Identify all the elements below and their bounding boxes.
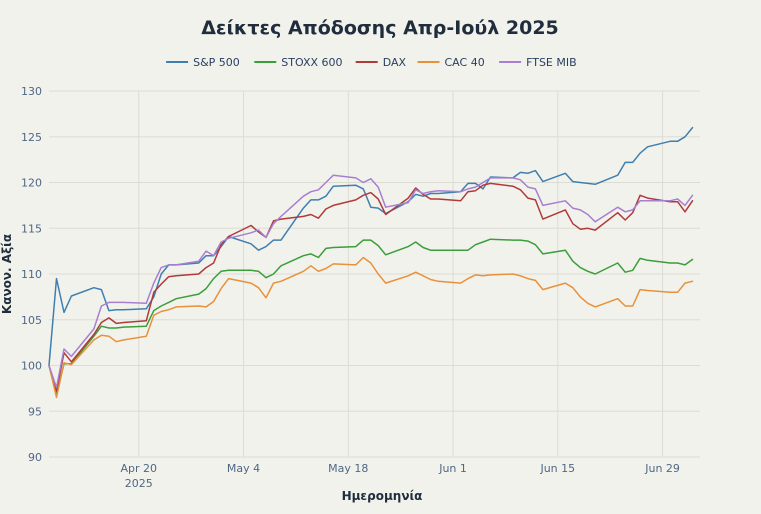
- y-tick-label: 120: [21, 177, 42, 190]
- y-tick-label: 125: [21, 131, 42, 144]
- legend: S&P 500 STOXX 600 DAX CAC 40 FTSE MIB: [166, 56, 577, 69]
- legend-label: DAX: [383, 56, 407, 69]
- grid: [49, 90, 700, 458]
- legend-label: S&P 500: [193, 56, 240, 69]
- series-line-3: [48, 256, 694, 399]
- x-axis-title: Ημερομηνία: [342, 489, 423, 503]
- series-layer: [48, 126, 694, 399]
- x-tick-sublabel: 2025: [125, 477, 153, 490]
- x-axis-ticks: Apr 20 2025 May 4 May 18 Jun 1 Jun 15 Jun 29: [121, 462, 680, 490]
- series-line-1: [48, 238, 694, 396]
- x-tick-label: Jun 29: [644, 462, 680, 475]
- legend-label: CAC 40: [445, 56, 485, 69]
- legend-item-3[interactable]: CAC 40: [417, 56, 485, 69]
- series-line-2: [48, 182, 694, 392]
- legend-label: FTSE MIB: [526, 56, 577, 69]
- x-tick-label: Jun 1: [438, 462, 467, 475]
- y-tick-label: 95: [28, 405, 42, 418]
- y-axis-title: Κανον. Αξία: [0, 234, 14, 314]
- series-line-0: [48, 126, 694, 367]
- legend-item-1[interactable]: STOXX 600: [254, 56, 343, 69]
- y-tick-label: 130: [21, 85, 42, 98]
- chart-title: Δείκτες Απόδοσης Απρ-Ιούλ 2025: [201, 17, 559, 39]
- y-tick-label: 90: [28, 451, 42, 464]
- legend-item-4[interactable]: FTSE MIB: [499, 56, 577, 69]
- x-tick-label: May 18: [328, 462, 368, 475]
- legend-item-0[interactable]: S&P 500: [166, 56, 240, 69]
- y-tick-label: 105: [21, 314, 42, 327]
- x-tick-label: May 4: [227, 462, 260, 475]
- y-axis-ticks: 90 95 100 105 110 115 120 125 130: [21, 85, 42, 464]
- x-tick-label: Apr 20: [121, 462, 158, 475]
- legend-item-2[interactable]: DAX: [355, 56, 407, 69]
- y-tick-label: 100: [21, 360, 42, 373]
- series-line-4: [48, 174, 694, 389]
- legend-label: STOXX 600: [281, 56, 342, 69]
- x-tick-label: Jun 15: [539, 462, 575, 475]
- y-tick-label: 115: [21, 222, 42, 235]
- y-tick-label: 110: [21, 268, 42, 281]
